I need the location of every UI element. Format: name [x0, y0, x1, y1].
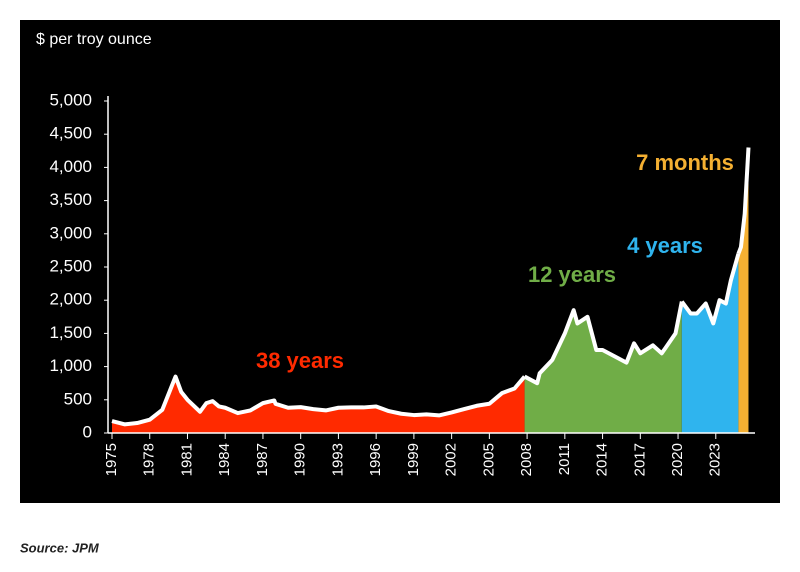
y-tick-label: 3,000 — [49, 223, 92, 242]
segment-label: 7 months — [636, 150, 734, 175]
x-tick-label: 1987 — [254, 443, 271, 476]
segment-label: 12 years — [528, 262, 616, 287]
segment-label: 38 years — [256, 348, 344, 373]
x-tick-label: 1981 — [178, 443, 195, 476]
x-tick-label: 2020 — [669, 443, 686, 476]
x-tick-label: 2014 — [594, 443, 611, 476]
segment-label: 4 years — [627, 233, 703, 258]
x-tick-label: 2017 — [631, 443, 648, 476]
area — [681, 253, 739, 433]
y-tick-label: 2,000 — [49, 290, 92, 309]
price-line — [736, 147, 751, 255]
chart-subtitle: $ per troy ounce — [36, 31, 152, 48]
x-tick-label: 1999 — [405, 443, 422, 476]
price-line — [680, 253, 741, 326]
x-tick-label: 1975 — [103, 443, 120, 476]
y-tick-label: 4,500 — [49, 124, 92, 143]
x-tick-label: 2023 — [707, 443, 724, 476]
x-tick-label: 2002 — [443, 443, 460, 476]
price-line — [523, 301, 684, 386]
x-tick-label: 1996 — [367, 443, 384, 476]
y-tick-label: 3,500 — [49, 190, 92, 209]
x-tick-label: 1993 — [329, 443, 346, 476]
x-tick-label: 2005 — [480, 443, 497, 476]
x-tick-label: 1978 — [141, 443, 158, 476]
x-tick-label: 1990 — [292, 443, 309, 476]
y-tick-label: 5,000 — [49, 90, 92, 109]
x-tick-label: 1984 — [216, 443, 233, 476]
x-tick-label: 2011 — [556, 443, 573, 475]
source-note: Source: JPM — [20, 540, 100, 555]
area — [112, 376, 525, 433]
price-line — [111, 374, 527, 427]
x-tick-label: 2008 — [518, 443, 535, 476]
y-tick-label: 500 — [64, 389, 92, 408]
y-tick-label: 1,000 — [49, 356, 92, 375]
area — [524, 301, 682, 433]
y-tick-label: 4,000 — [49, 157, 92, 176]
y-tick-label: 2,500 — [49, 256, 92, 275]
y-tick-label: 0 — [83, 422, 92, 441]
y-tick-label: 1,500 — [49, 323, 92, 342]
